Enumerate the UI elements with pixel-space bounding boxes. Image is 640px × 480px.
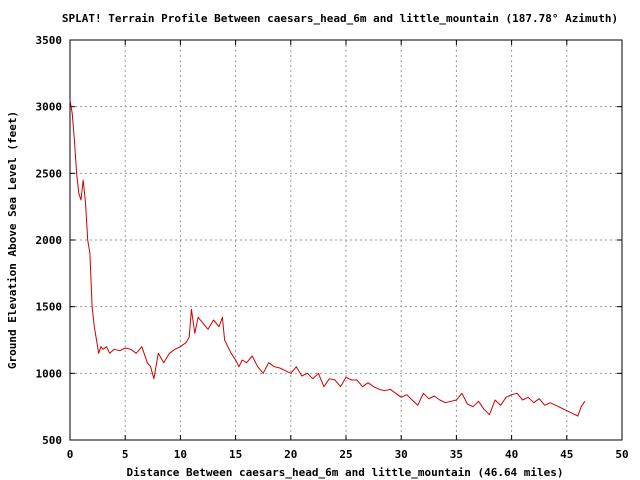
y-tick-label: 3000 [36, 101, 63, 114]
x-axis-label: Distance Between caesars_head_6m and lit… [126, 466, 563, 479]
y-tick-label: 1500 [36, 301, 63, 314]
y-tick-label: 3500 [36, 34, 63, 47]
series-layer [69, 99, 586, 417]
y-tick-label: 1000 [36, 367, 63, 380]
y-tick-label: 2000 [36, 234, 63, 247]
x-tick-label: 25 [339, 448, 352, 461]
grid-lines [70, 40, 622, 440]
x-tick-label: 5 [122, 448, 129, 461]
x-tick-label: 40 [505, 448, 518, 461]
y-axis-label: Ground Elevation Above Sea Level (feet) [6, 111, 19, 369]
x-tick-label: 15 [229, 448, 242, 461]
x-tick-label: 10 [174, 448, 187, 461]
y-tick-label: 2500 [36, 167, 63, 180]
x-tick-label: 50 [615, 448, 628, 461]
x-tick-label: 45 [560, 448, 573, 461]
x-tick-label: 30 [395, 448, 408, 461]
x-tick-label: 35 [450, 448, 463, 461]
x-tick-label: 0 [67, 448, 74, 461]
x-tick-label: 20 [284, 448, 297, 461]
y-tick-label: 500 [42, 434, 62, 447]
axis-ticks: 0 5 10 15 20 25 30 35 40 45 50 500 1000 1500 2000 2500 3… [36, 34, 629, 461]
chart-title: SPLAT! Terrain Profile Between caesars_h… [62, 12, 618, 25]
terrain-profile-line [69, 99, 586, 417]
